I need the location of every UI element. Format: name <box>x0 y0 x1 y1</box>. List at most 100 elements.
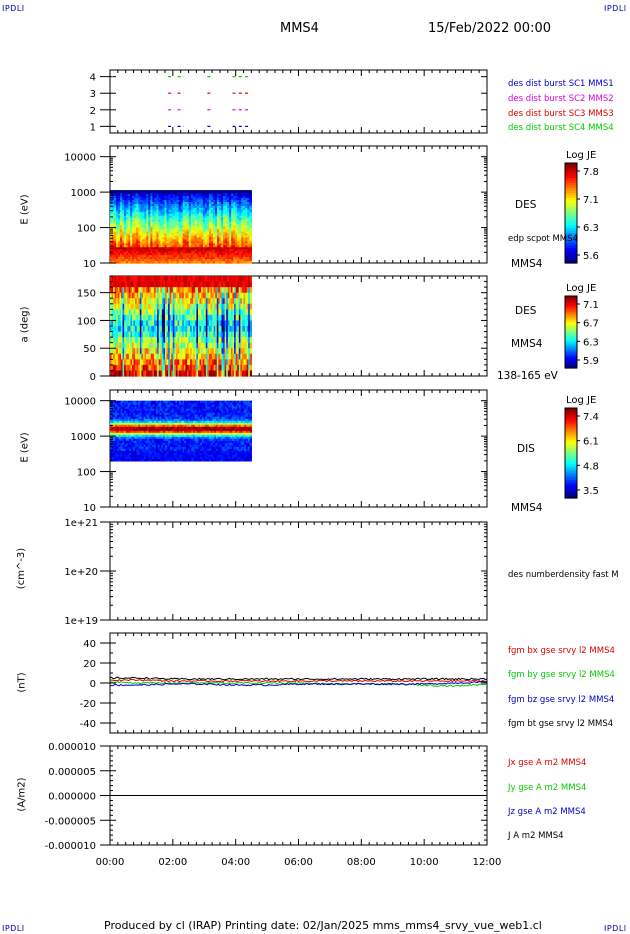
spectrogram-cell <box>128 247 131 250</box>
spectrogram-cell <box>241 192 244 195</box>
spectrogram-cell <box>138 261 141 264</box>
spectrogram-cell <box>232 314 235 322</box>
spectrogram-cell <box>200 221 204 225</box>
spectrogram-cell <box>184 207 188 211</box>
spectrogram-cell <box>179 320 182 327</box>
spectrogram-cell <box>139 326 143 333</box>
spectrogram-cell <box>182 217 186 221</box>
spectrogram-cell <box>180 235 184 239</box>
spectrogram-cell <box>140 227 143 231</box>
spectrogram-cell <box>171 281 174 288</box>
spectrogram-cell <box>217 207 220 211</box>
spectrogram-cell <box>144 223 147 227</box>
spectrogram-cell <box>114 235 117 239</box>
spectrogram-cell <box>201 320 204 327</box>
spectrogram-cell <box>116 207 119 211</box>
spectrogram-cell <box>219 209 222 213</box>
spectrogram-cell <box>229 342 232 349</box>
spectrogram-cell <box>196 247 200 250</box>
spectrogram-cell <box>219 281 223 288</box>
spectrogram-cell <box>180 213 184 217</box>
spectrogram-cell <box>153 331 157 338</box>
spectrogram-edge <box>145 190 147 194</box>
spectrogram-cell <box>152 231 156 235</box>
spectrogram-cell <box>194 201 198 205</box>
spectrogram-cell <box>128 243 131 246</box>
spectrogram-cell <box>144 257 147 260</box>
spectrogram-cell <box>155 353 158 360</box>
spectrogram-cell <box>157 337 160 344</box>
spectrogram-cell <box>235 209 238 213</box>
spectrogram-cell <box>188 231 192 235</box>
spectrogram-cell <box>199 314 202 322</box>
spectrogram-cell <box>241 235 244 239</box>
spectrogram-cell <box>223 245 226 248</box>
spectrogram-cell <box>201 342 204 349</box>
spectrogram-cell <box>206 198 210 201</box>
spectrogram-cell <box>142 247 145 250</box>
spectrogram-cell <box>175 337 179 344</box>
spectrogram-cell <box>132 199 135 203</box>
spectrogram-cell <box>206 247 210 250</box>
spectrogram-cell <box>202 337 205 344</box>
spectrogram-cell <box>142 314 146 322</box>
spectrogram-cell <box>191 337 194 344</box>
spectrogram-cell <box>138 229 141 233</box>
spectrogram-edge <box>184 190 187 194</box>
spectrogram-cell <box>122 239 125 242</box>
spectrogram-cell <box>213 314 216 322</box>
spectrogram-cell <box>146 292 149 299</box>
spectrogram-cell <box>134 251 137 254</box>
spectrogram-cell <box>126 233 129 237</box>
spectrogram-cell <box>114 251 117 254</box>
spectrogram-cell <box>245 257 248 260</box>
spectrogram-cell <box>114 217 117 221</box>
spectrogram-cell <box>247 199 250 203</box>
spectrogram-cell <box>141 337 144 344</box>
spectrogram-cell <box>198 221 202 225</box>
spectrogram-cell <box>218 276 221 283</box>
spectrogram-edge <box>233 190 235 194</box>
spectrogram-cell <box>161 353 165 360</box>
spectrogram-cell <box>188 229 192 233</box>
spectrogram-cell <box>124 227 127 231</box>
spectrogram-edge <box>143 190 145 194</box>
spectrogram-cell <box>179 303 182 310</box>
spectrogram-cell <box>202 198 206 201</box>
spectrogram-cell <box>156 223 160 227</box>
spectrogram-cell <box>144 348 147 355</box>
spectrogram-cell <box>134 255 137 258</box>
spectrogram-cell <box>152 309 155 316</box>
spectrogram-cell <box>158 207 162 211</box>
spectrogram-cell <box>168 217 172 221</box>
spectrogram-cell <box>207 320 210 327</box>
spectrogram-cell <box>140 205 143 209</box>
spectrogram-edge <box>129 190 131 194</box>
spectrogram-cell <box>126 237 129 240</box>
spectrogram-cell <box>219 247 222 250</box>
spectrogram-cell <box>130 314 133 322</box>
spectrogram-cell <box>140 217 143 221</box>
spectrogram-cell <box>150 205 154 209</box>
spectrogram-cell <box>150 287 154 294</box>
spectrogram-cell <box>241 257 244 260</box>
spectrogram-cell <box>182 326 185 333</box>
spectrogram-cell <box>141 314 144 322</box>
spectrogram-cell <box>113 353 116 360</box>
spectrogram-cell <box>235 342 238 349</box>
spectrogram-cell <box>215 194 218 197</box>
spectrogram-cell <box>178 235 182 239</box>
spectrogram-edge <box>169 190 172 194</box>
spectrogram-cell <box>207 337 210 344</box>
spectrogram-cell <box>166 287 169 294</box>
spectrogram-cell <box>225 221 228 225</box>
spectrogram-cell <box>166 233 170 237</box>
spectrogram-cell <box>120 261 123 264</box>
spectrogram-cell <box>204 207 208 211</box>
spectrogram-cell <box>162 221 166 225</box>
spectrogram-cell <box>188 331 191 338</box>
spectrogram-cell <box>162 207 166 211</box>
spectrogram-cell <box>150 331 154 338</box>
spectrogram-cell <box>233 241 236 244</box>
spectrogram-cell <box>130 217 133 221</box>
